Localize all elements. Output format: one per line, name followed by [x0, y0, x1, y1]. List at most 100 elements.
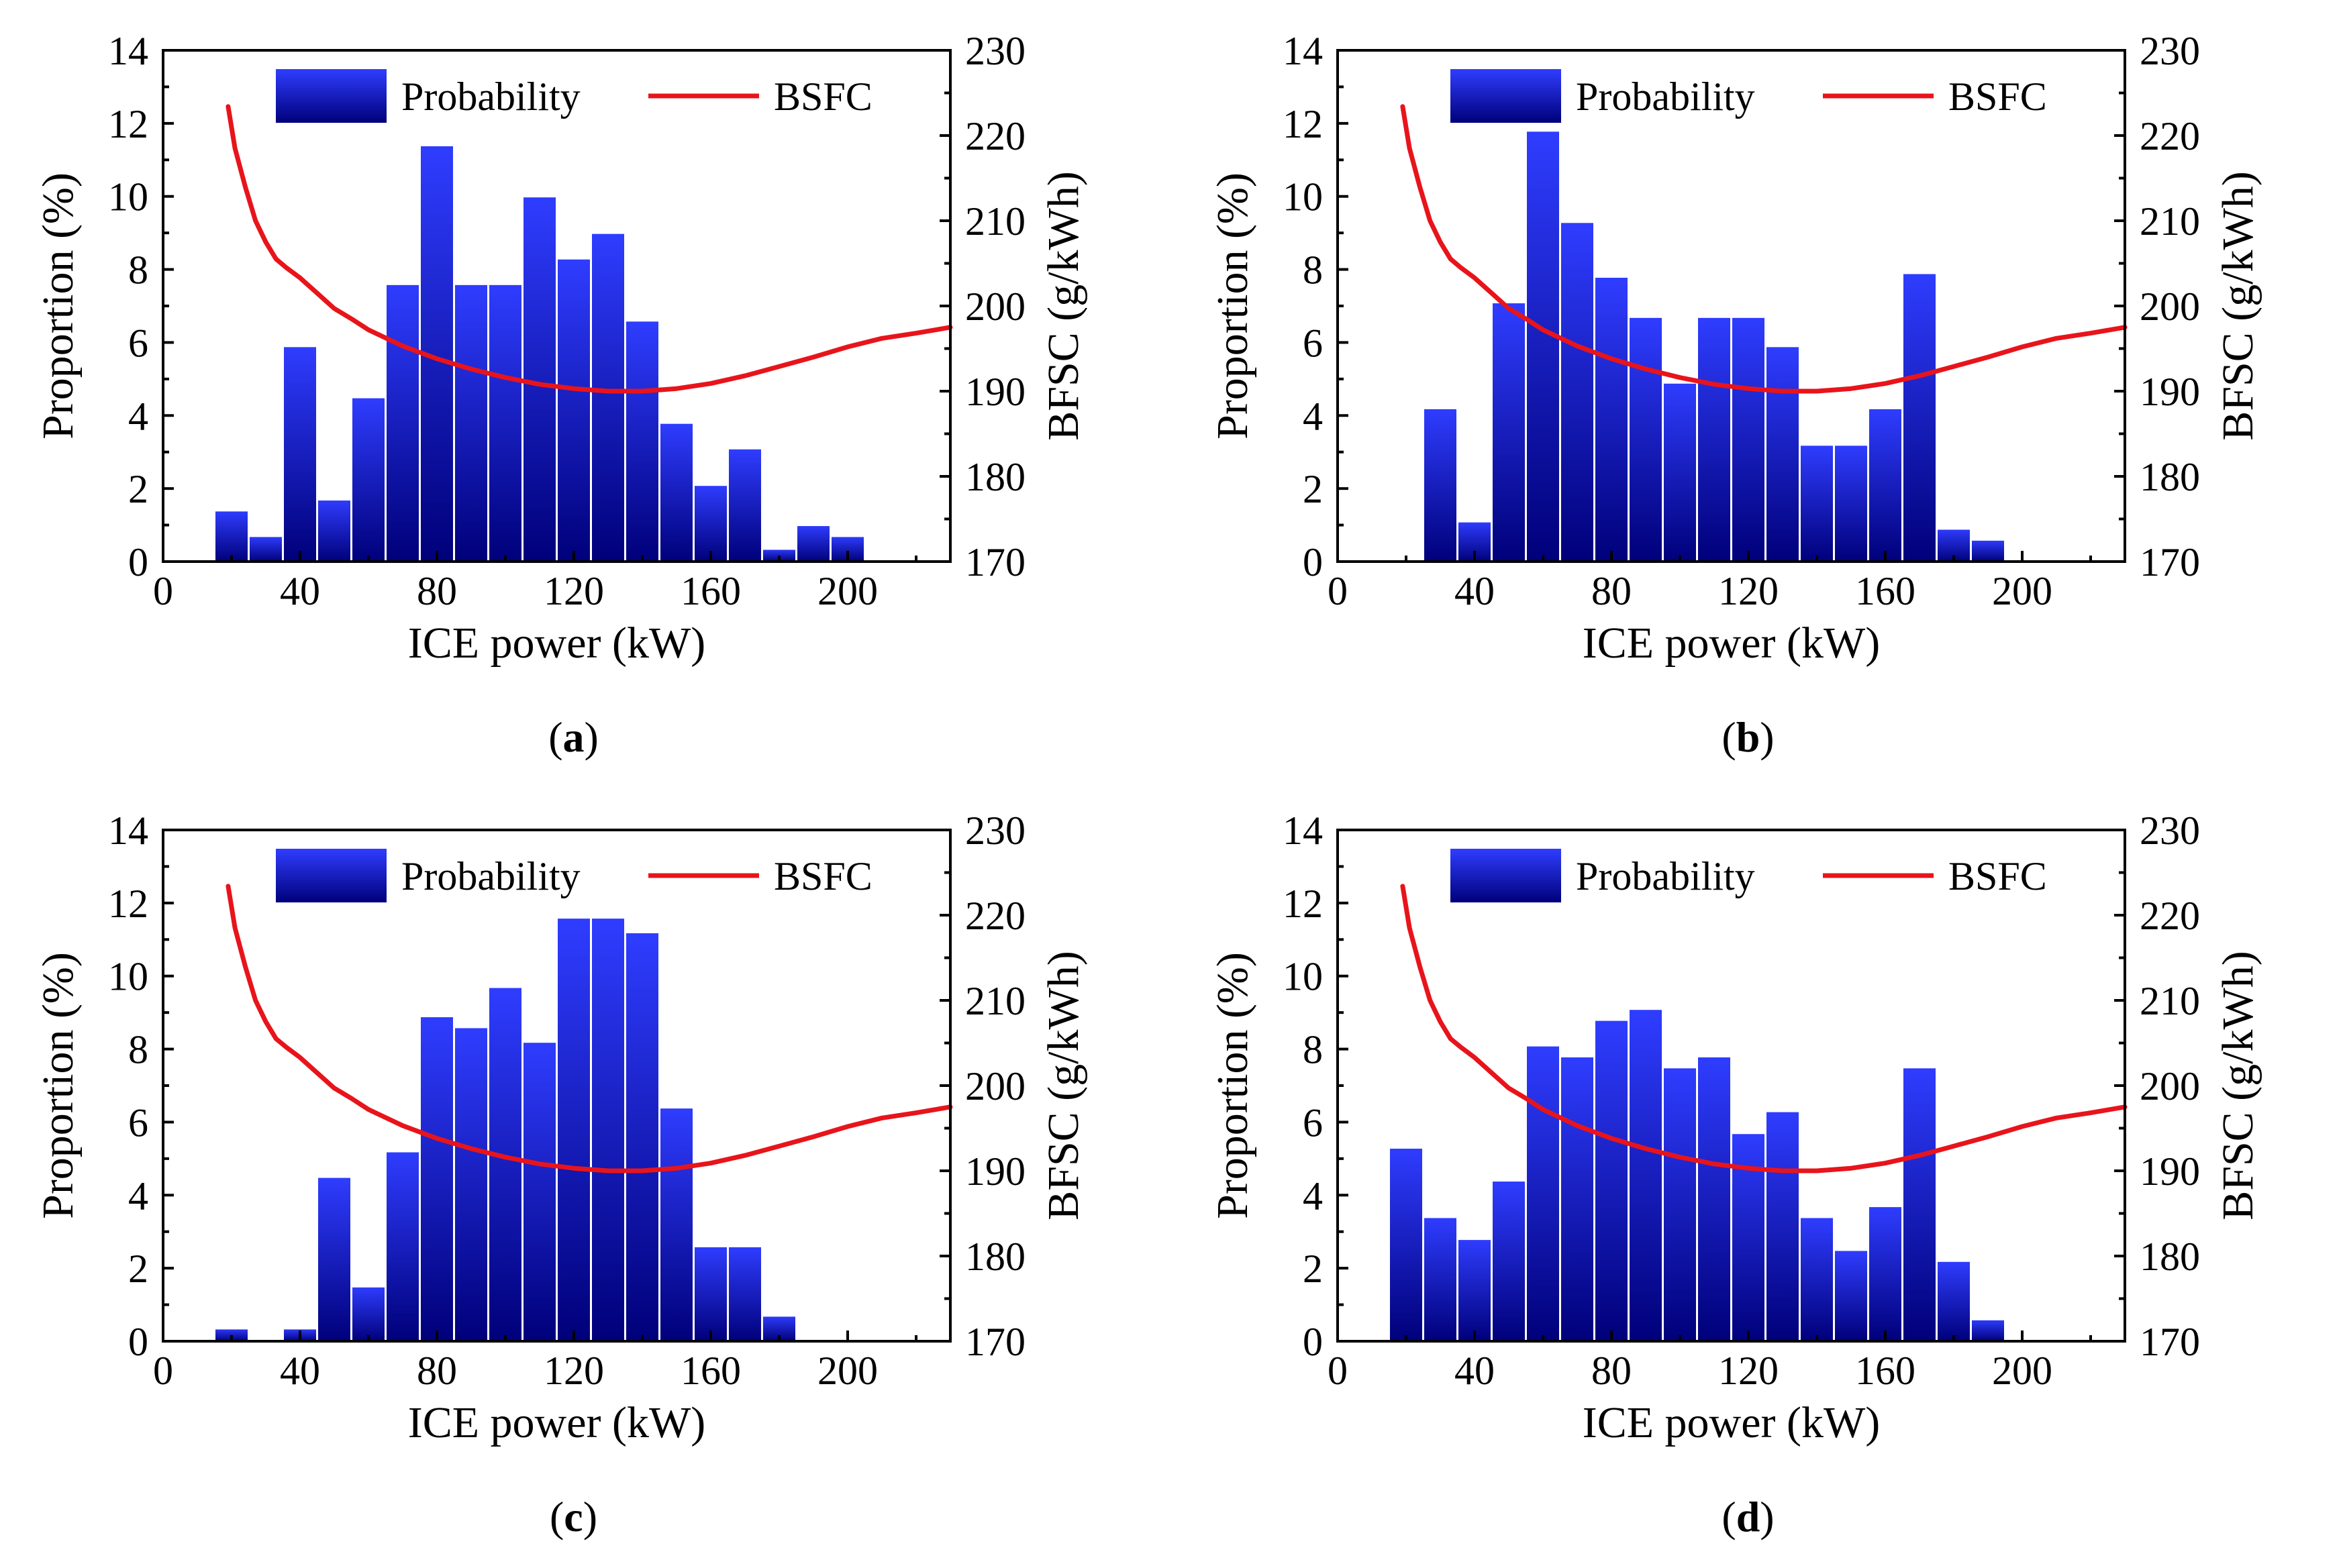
- bar-series: [1388, 1008, 2006, 1343]
- x-tick-label: 0: [153, 1349, 173, 1393]
- panel-caption: (b): [1722, 713, 1774, 761]
- y-tick-label: 14: [1283, 808, 1323, 853]
- x-tick-label: 120: [1718, 569, 1779, 613]
- legend-label-probability: Probability: [401, 74, 581, 119]
- y-tick-label: 8: [128, 248, 148, 293]
- x-tick-label: 80: [417, 1349, 457, 1393]
- y2-tick-label: 220: [965, 114, 1026, 158]
- y2-tick-label: 200: [2140, 284, 2200, 329]
- bar: [1593, 1018, 1630, 1343]
- legend-label-probability: Probability: [401, 854, 581, 898]
- y2-tick-label: 230: [965, 29, 1026, 73]
- y-tick-label: 6: [128, 1100, 148, 1145]
- bar: [350, 1285, 387, 1343]
- legend-label-bsfc: BSFC: [774, 74, 873, 119]
- y2-tick-label: 170: [965, 540, 1026, 584]
- legend-label-probability: Probability: [1576, 74, 1755, 119]
- y-tick-label: 10: [1283, 955, 1323, 999]
- y-axis-title: Proportion (%): [1208, 952, 1257, 1219]
- y-tick-label: 8: [128, 1028, 148, 1072]
- y2-tick-label: 180: [965, 455, 1026, 499]
- bar: [1764, 1110, 1801, 1343]
- bar: [556, 917, 592, 1343]
- bar: [1867, 1205, 1903, 1343]
- y2-tick-label: 170: [2140, 540, 2200, 584]
- bar: [1696, 1055, 1732, 1343]
- y2-tick-label: 210: [2140, 199, 2200, 244]
- bar: [658, 421, 695, 563]
- x-tick-label: 40: [1454, 569, 1495, 613]
- bar: [1833, 1249, 1869, 1343]
- bar: [1525, 1044, 1561, 1343]
- chart-panel-a: 0 40 80 120 160 200 0 2 4 6 8 10 12 14 170 180 190 200 210…: [34, 29, 1088, 761]
- y-tick-label: 6: [1303, 321, 1323, 365]
- y2-tick-label: 180: [965, 1235, 1026, 1279]
- bar: [1730, 1132, 1766, 1343]
- bar: [1970, 1318, 2006, 1343]
- y2-tick-label: 200: [965, 1064, 1026, 1108]
- bar: [1901, 1066, 1938, 1343]
- bar: [624, 319, 660, 563]
- bsfc-line: [1400, 104, 2128, 394]
- bar: [1799, 443, 1835, 563]
- bar: [693, 1245, 729, 1343]
- y2-tick-label: 220: [2140, 114, 2200, 158]
- bar: [1867, 407, 1903, 563]
- y-tick-label: 8: [1303, 248, 1323, 293]
- bar: [1456, 1238, 1493, 1343]
- panels: 0 40 80 120 160 20002468101214170180190200210…: [34, 29, 2262, 1540]
- bar: [282, 345, 318, 563]
- chart-panel-d: 0 40 80 120 160 200 0 2 4 6 8 10 12 14 170 180 190 200 210…: [1208, 808, 2262, 1540]
- bar: [487, 282, 524, 563]
- y2-tick-label: 210: [965, 979, 1026, 1023]
- bar: [658, 1106, 695, 1343]
- panel-caption: (a): [548, 713, 599, 761]
- bar: [248, 535, 284, 563]
- bar: [1662, 381, 1698, 563]
- bar: [1388, 1147, 1424, 1343]
- y2-tick-label: 230: [2140, 808, 2200, 853]
- x-tick-label: 120: [544, 1349, 604, 1393]
- panel-caption: (c): [550, 1493, 597, 1540]
- x-tick-label: 40: [1454, 1349, 1495, 1393]
- bar: [1799, 1216, 1835, 1343]
- x-tick-label: 160: [1855, 1349, 1915, 1393]
- bar: [1422, 1216, 1458, 1343]
- y-tick-label: 12: [108, 102, 148, 146]
- bar: [1696, 315, 1732, 563]
- legend: Probability BSFC: [276, 849, 873, 902]
- y2-axis-title: BFSC (g/kWh): [1039, 951, 1088, 1220]
- x-tick-label: 120: [544, 569, 604, 613]
- y-tick-label: 12: [1283, 102, 1323, 146]
- bar: [1593, 275, 1630, 563]
- legend-swatch-probability: [276, 69, 387, 123]
- x-tick-label: 200: [1992, 1349, 2052, 1393]
- bar: [1422, 407, 1458, 563]
- bsfc-line: [1400, 884, 2128, 1173]
- y2-axis-title: BFSC (g/kWh): [2213, 951, 2262, 1220]
- x-tick-label: 0: [153, 569, 173, 613]
- bar: [521, 195, 558, 563]
- y2-tick-label: 200: [2140, 1064, 2200, 1108]
- bsfc-line: [226, 884, 953, 1173]
- y2-tick-label: 210: [2140, 979, 2200, 1023]
- y-axis-title: Proportion (%): [34, 172, 83, 439]
- x-tick-label: 200: [817, 1349, 878, 1393]
- legend-label-bsfc: BSFC: [1948, 74, 2047, 119]
- x-tick-label: 160: [681, 1349, 741, 1393]
- y-axis-title: Proportion (%): [1208, 172, 1257, 439]
- bar-series: [213, 144, 866, 563]
- y2-tick-label: 230: [2140, 29, 2200, 73]
- y-tick-label: 4: [128, 394, 148, 438]
- y2-tick-label: 200: [965, 284, 1026, 329]
- bar: [453, 1026, 489, 1343]
- bar: [556, 257, 592, 563]
- bar: [1491, 301, 1527, 563]
- bar: [1936, 1259, 1972, 1343]
- bar: [1730, 315, 1766, 563]
- y-tick-label: 10: [108, 175, 148, 219]
- bar: [350, 396, 387, 563]
- y-tick-label: 12: [1283, 882, 1323, 926]
- legend-swatch-probability: [276, 849, 387, 902]
- y-tick-label: 14: [108, 808, 148, 853]
